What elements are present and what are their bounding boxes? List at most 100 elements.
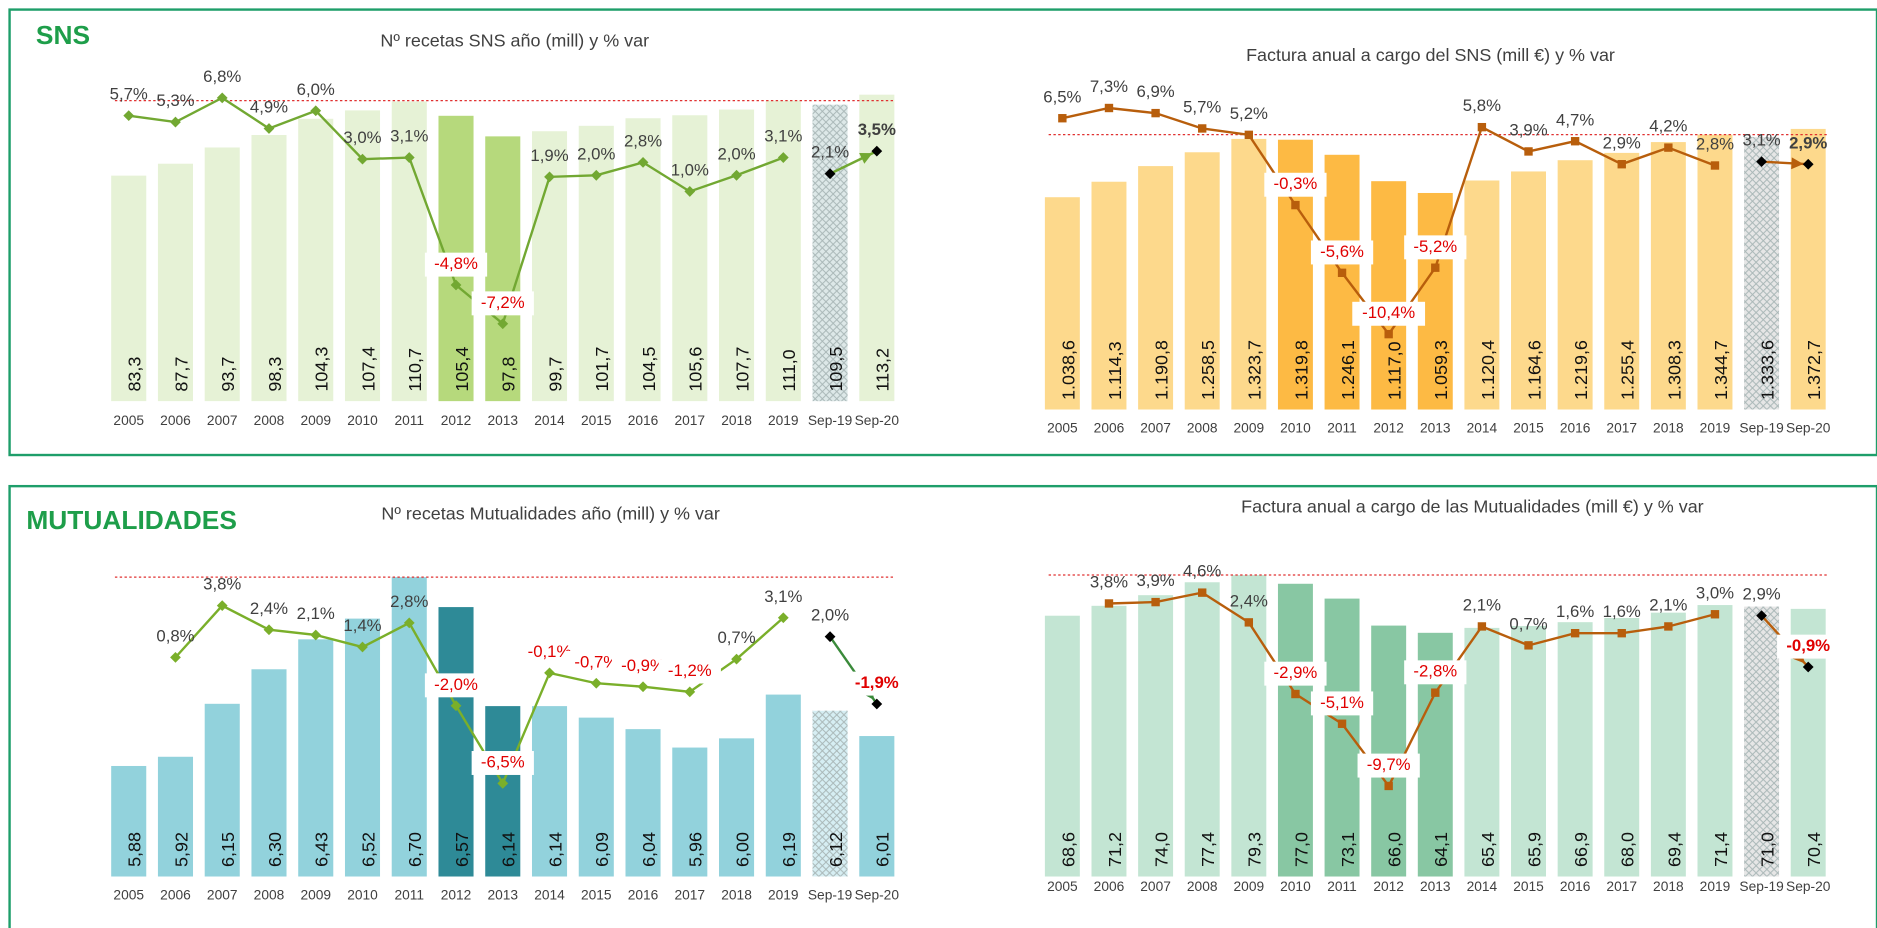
- bar: [111, 765, 147, 877]
- x-tick-label: 2013: [487, 887, 518, 902]
- x-tick-label: 2012: [1373, 420, 1404, 435]
- line-value-label: 0,7%: [717, 628, 755, 647]
- x-tick-label: 2019: [768, 887, 799, 902]
- x-tick-label: 2008: [254, 887, 285, 902]
- x-tick-label: Sep-19: [808, 413, 852, 428]
- bar: [765, 100, 801, 402]
- x-tick-label: 2017: [1606, 879, 1637, 894]
- bar: [1091, 181, 1127, 410]
- line-marker: [871, 698, 883, 710]
- line-marker: [1617, 160, 1626, 169]
- bar: [1371, 625, 1407, 877]
- line-marker: [1337, 268, 1347, 278]
- line-marker: [263, 123, 275, 134]
- line-value-label: 1,9%: [530, 146, 568, 165]
- line-value-label: -5,2%: [1413, 237, 1457, 256]
- x-tick-label: 2013: [1420, 420, 1451, 435]
- bar: [204, 147, 240, 402]
- line-marker: [1570, 629, 1580, 638]
- line-marker: [731, 653, 742, 665]
- bar-value-label: 65,9: [1524, 832, 1544, 867]
- x-tick-label: 2011: [1327, 420, 1357, 435]
- bar-hatch: [812, 710, 848, 877]
- line-value-label: 3,9%: [1509, 121, 1547, 140]
- x-tick-label: Sep-20: [855, 887, 900, 902]
- x-tick-label: 2011: [394, 413, 424, 428]
- bar-value-label: 107,4: [358, 347, 378, 392]
- bar-value-label: 6,52: [358, 832, 378, 867]
- bar: [1464, 627, 1500, 877]
- bar-hatch: [812, 104, 848, 402]
- line-marker: [824, 631, 836, 643]
- bar: [111, 175, 147, 402]
- bar-value-label: 6,12: [826, 832, 846, 867]
- line-value-label: 1,4%: [343, 616, 381, 635]
- bar: [1091, 605, 1127, 877]
- bar-value-label: 93,7: [218, 357, 238, 392]
- line-marker: [1151, 597, 1160, 607]
- line-value-label: 5,8%: [1463, 96, 1501, 115]
- x-tick-label: 2006: [160, 887, 191, 902]
- x-tick-label: 2016: [1560, 420, 1591, 435]
- line-value-label: 2,0%: [577, 144, 615, 163]
- bar-value-label: 99,7: [545, 357, 565, 392]
- bar: [1324, 154, 1360, 410]
- x-tick-label: 2014: [534, 887, 565, 902]
- panel-frame: [8, 8, 1877, 457]
- line-value-label: 5,7%: [110, 85, 148, 104]
- line: [174, 604, 785, 786]
- bar-value-label: 83,3: [125, 357, 145, 392]
- bar-value-label: 1.059,3: [1431, 340, 1451, 400]
- bar-hatch: [1744, 136, 1780, 410]
- x-tick-label: 2015: [1513, 420, 1544, 435]
- bar: [719, 109, 755, 402]
- bar-value-label: 6,15: [218, 832, 238, 867]
- bar-value-label: 79,3: [1245, 832, 1265, 867]
- line-value-label: -0,1%: [528, 642, 572, 661]
- line-value-label: 0,8%: [156, 626, 194, 645]
- bar: [672, 115, 708, 402]
- line-marker: [263, 624, 275, 636]
- bar-value-label: 70,4: [1804, 832, 1824, 867]
- line-value-label: 2,8%: [624, 131, 662, 150]
- line-marker: [1570, 137, 1580, 146]
- x-tick-label: 2015: [581, 413, 612, 428]
- bar-value-label: 5,96: [686, 832, 706, 867]
- line-marker: [1244, 130, 1254, 140]
- line-value-label: 1,6%: [1556, 602, 1594, 621]
- x-tick-label: 2011: [394, 887, 424, 902]
- bar-value-label: 68,6: [1058, 832, 1078, 867]
- line-marker: [1710, 161, 1720, 170]
- chart-title: Factura anual a cargo de las Mutualidade…: [1241, 496, 1704, 516]
- x-tick-label: 2005: [1047, 879, 1078, 894]
- line-marker: [1617, 629, 1626, 638]
- bar: [251, 135, 287, 402]
- line-value-label: 1,0%: [671, 160, 709, 179]
- line-marker: [637, 681, 649, 693]
- line-value-label: 4,2%: [1649, 117, 1687, 136]
- line-value-label: 2,8%: [390, 592, 428, 611]
- line-value-label: -1,9%: [855, 673, 899, 692]
- line-value-label: -2,8%: [1413, 662, 1457, 681]
- line-value-label: 3,8%: [203, 575, 241, 594]
- x-tick-label: Sep-20: [1786, 879, 1831, 894]
- bar-value-label: 68,0: [1618, 832, 1638, 867]
- line-marker: [1244, 618, 1254, 627]
- bar: [298, 639, 334, 877]
- line-marker: [497, 777, 509, 789]
- line-marker: [1291, 689, 1300, 699]
- x-tick-label: 2019: [768, 413, 799, 428]
- line-marker: [684, 686, 696, 698]
- line-value-label: 6,0%: [297, 80, 335, 99]
- bar-value-label: 5,92: [171, 832, 191, 867]
- line-marker: [497, 318, 509, 330]
- bar: [859, 736, 895, 877]
- line-value-label: 2,1%: [1463, 596, 1501, 615]
- line-marker: [777, 612, 789, 624]
- bar: [1184, 582, 1220, 877]
- bar: [1464, 180, 1500, 410]
- line-value-label: 3,1%: [390, 127, 428, 146]
- x-tick-label: Sep-20: [855, 413, 900, 428]
- bar-value-label: 1.258,5: [1198, 340, 1218, 400]
- line-value-label: 0,7%: [1509, 614, 1547, 633]
